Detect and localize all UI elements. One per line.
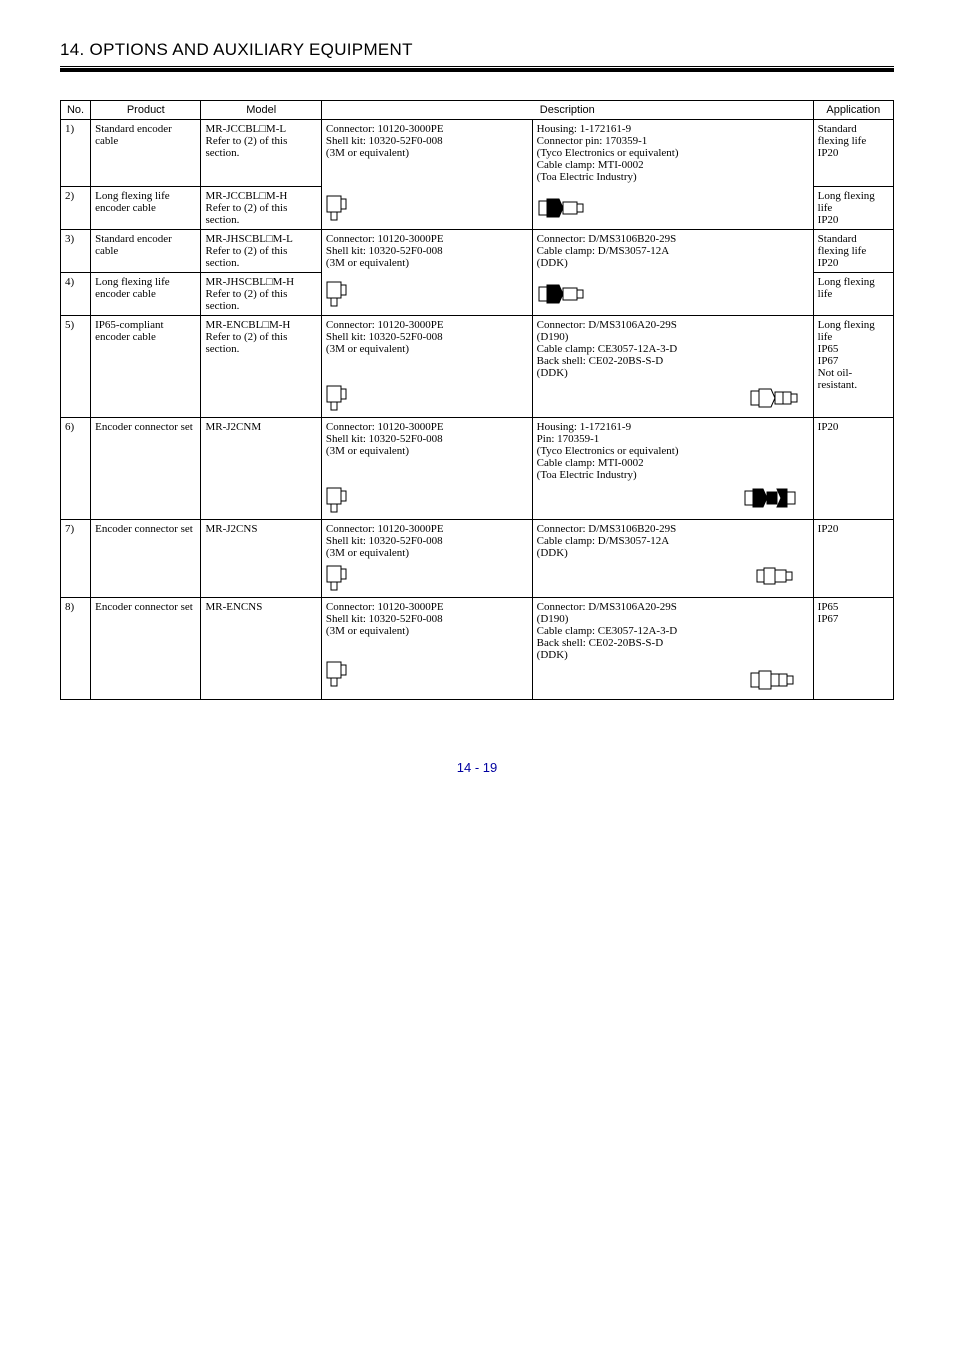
round-connector-icon — [537, 195, 587, 221]
cell-desc-left: Connector: 10120-3000PE Shell kit: 10320… — [321, 120, 532, 187]
cell-application: Long flexing life IP20 — [813, 186, 893, 229]
cell-model: MR-JCCBL□M-L Refer to (2) of this sectio… — [201, 120, 321, 187]
amp-housing-icon — [743, 487, 799, 509]
title-rule-thin — [60, 66, 894, 67]
page-title: 14. OPTIONS AND AUXILIARY EQUIPMENT — [60, 40, 413, 59]
table-row: 5) IP65-compliant encoder cable MR-ENCBL… — [61, 315, 894, 417]
cell-no: 5) — [61, 315, 91, 417]
plug-small-icon — [326, 565, 360, 591]
cell-product: Standard encoder cable — [91, 229, 201, 272]
spec-table: No. Product Model Description Applicatio… — [60, 100, 894, 700]
cell-product: Long flexing life encoder cable — [91, 186, 201, 229]
cell-desc-right: Housing: 1-172161-9 Pin: 170359-1 (Tyco … — [532, 417, 813, 519]
round-connector-outline-icon — [749, 385, 799, 411]
cell-desc-left — [321, 272, 532, 315]
cell-desc-left: Connector: 10120-3000PE Shell kit: 10320… — [321, 417, 532, 519]
cell-no: 7) — [61, 519, 91, 597]
round-connector-outline-icon — [755, 565, 799, 587]
cell-desc-left: Connector: 10120-3000PE Shell kit: 10320… — [321, 229, 532, 272]
plug-small-icon — [326, 487, 360, 513]
round-connector-outline-icon — [749, 667, 799, 693]
table-row: 3) Standard encoder cable MR-JHSCBL□M-L … — [61, 229, 894, 272]
cell-desc-left: Connector: 10120-3000PE Shell kit: 10320… — [321, 597, 532, 699]
cell-desc-left: Connector: 10120-3000PE Shell kit: 10320… — [321, 315, 532, 417]
cell-model: MR-JHSCBL□M-L Refer to (2) of this secti… — [201, 229, 321, 272]
cell-desc-right: Housing: 1-172161-9 Connector pin: 17035… — [532, 120, 813, 187]
th-product: Product — [91, 101, 201, 120]
cell-desc-right: Connector: D/MS3106B20-29S Cable clamp: … — [532, 229, 813, 272]
page-number: 14 - 19 — [60, 760, 894, 775]
plug-small-icon — [326, 195, 360, 221]
table-row: 4) Long flexing life encoder cable MR-JH… — [61, 272, 894, 315]
cell-no: 6) — [61, 417, 91, 519]
cell-product: Encoder connector set — [91, 597, 201, 699]
plug-small-icon — [326, 281, 360, 307]
cell-no: 8) — [61, 597, 91, 699]
title-rule-thick — [60, 68, 894, 72]
th-no: No. — [61, 101, 91, 120]
table-row: 2) Long flexing life encoder cable MR-JC… — [61, 186, 894, 229]
cell-desc-right — [532, 272, 813, 315]
cell-application: Long flexing life — [813, 272, 893, 315]
cell-application: IP20 — [813, 519, 893, 597]
cell-model: MR-JCCBL□M-H Refer to (2) of this sectio… — [201, 186, 321, 229]
cell-desc-right: Connector: D/MS3106B20-29S Cable clamp: … — [532, 519, 813, 597]
cell-desc-left — [321, 186, 532, 229]
plug-small-icon — [326, 385, 360, 411]
th-application: Application — [813, 101, 893, 120]
cell-desc-right — [532, 186, 813, 229]
table-row: 8) Encoder connector set MR-ENCNS Connec… — [61, 597, 894, 699]
round-connector-icon — [537, 281, 587, 307]
table-row: 7) Encoder connector set MR-J2CNS Connec… — [61, 519, 894, 597]
table-row: 6) Encoder connector set MR-J2CNM Connec… — [61, 417, 894, 519]
cell-product: IP65-compliant encoder cable — [91, 315, 201, 417]
cell-model: MR-J2CNS — [201, 519, 321, 597]
cell-no: 3) — [61, 229, 91, 272]
table-header-row: No. Product Model Description Applicatio… — [61, 101, 894, 120]
cell-product: Encoder connector set — [91, 417, 201, 519]
cell-product: Long flexing life encoder cable — [91, 272, 201, 315]
table-row: 1) Standard encoder cable MR-JCCBL□M-L R… — [61, 120, 894, 187]
cell-model: MR-ENCNS — [201, 597, 321, 699]
cell-desc-right: Connector: D/MS3106A20-29S (D190) Cable … — [532, 597, 813, 699]
cell-application: Standard flexing life IP20 — [813, 229, 893, 272]
cell-model: MR-J2CNM — [201, 417, 321, 519]
cell-application: IP20 — [813, 417, 893, 519]
cell-model: MR-JHSCBL□M-H Refer to (2) of this secti… — [201, 272, 321, 315]
cell-product: Standard encoder cable — [91, 120, 201, 187]
th-model: Model — [201, 101, 321, 120]
cell-model: MR-ENCBL□M-H Refer to (2) of this sectio… — [201, 315, 321, 417]
cell-product: Encoder connector set — [91, 519, 201, 597]
cell-desc-right: Connector: D/MS3106A20-29S (D190) Cable … — [532, 315, 813, 417]
plug-small-icon — [326, 661, 360, 687]
cell-no: 4) — [61, 272, 91, 315]
cell-desc-left: Connector: 10120-3000PE Shell kit: 10320… — [321, 519, 532, 597]
cell-no: 1) — [61, 120, 91, 187]
cell-no: 2) — [61, 186, 91, 229]
cell-application: Standard flexing life IP20 — [813, 120, 893, 187]
cell-application: IP65 IP67 — [813, 597, 893, 699]
cell-application: Long flexing life IP65 IP67 Not oil-resi… — [813, 315, 893, 417]
th-description: Description — [321, 101, 813, 120]
